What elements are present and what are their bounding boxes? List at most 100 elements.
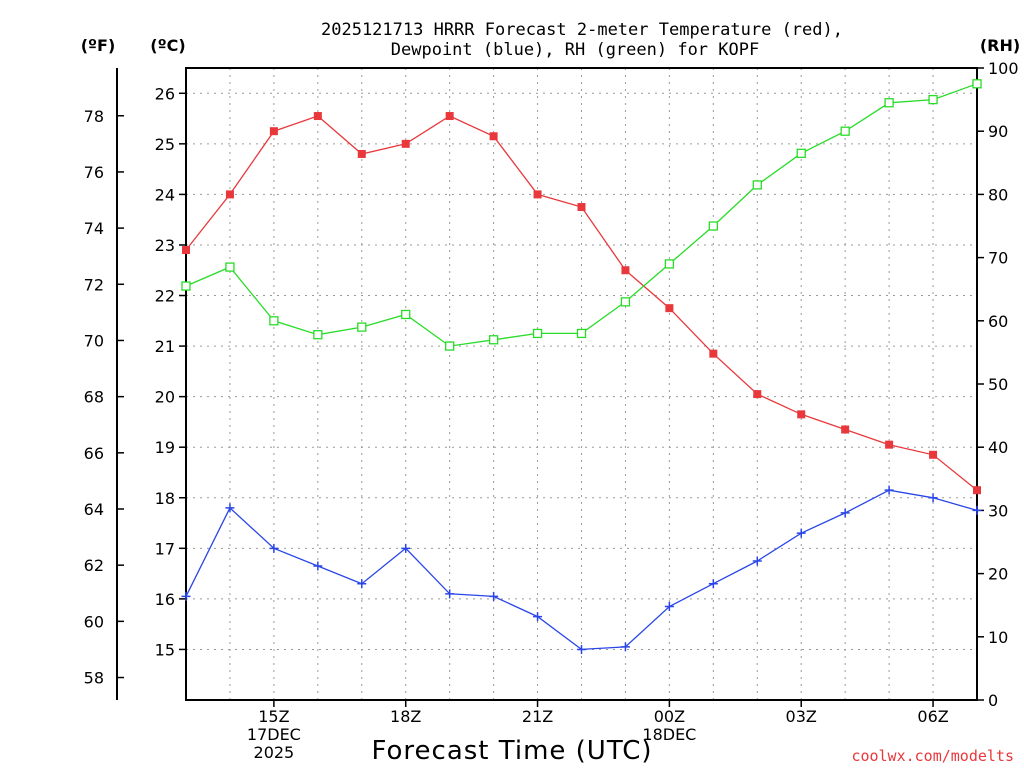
temperature-point bbox=[665, 304, 674, 313]
temperature-point bbox=[841, 425, 850, 434]
dewpoint-point bbox=[664, 601, 674, 611]
dewpoint-point bbox=[840, 508, 850, 518]
fahrenheit-tick-label: 64 bbox=[84, 500, 104, 519]
celsius-tick-label: 20 bbox=[155, 388, 175, 407]
temperature-point bbox=[489, 132, 498, 141]
rh-axis-unit: (RH) bbox=[980, 36, 1020, 55]
temperature-point bbox=[182, 246, 190, 255]
rh-point bbox=[225, 262, 235, 272]
celsius-tick-label: 15 bbox=[155, 640, 175, 659]
x-axis-label: Forecast Time (UTC) bbox=[371, 736, 652, 766]
fahrenheit-tick-label: 76 bbox=[84, 163, 104, 182]
dewpoint-point bbox=[972, 505, 982, 515]
rh-tick-label: 60 bbox=[988, 312, 1008, 331]
celsius-tick-label: 16 bbox=[155, 590, 175, 609]
rh-point bbox=[620, 297, 631, 307]
rh-point bbox=[972, 79, 982, 89]
rh-point bbox=[532, 328, 543, 339]
x-tick-label: 2025 bbox=[254, 743, 295, 762]
temperature-point bbox=[885, 440, 894, 449]
rh-point bbox=[269, 316, 279, 326]
temperature-point bbox=[225, 190, 234, 199]
rh-point bbox=[401, 309, 411, 320]
dewpoint-point bbox=[708, 579, 718, 589]
x-tick-label: 17DEC bbox=[247, 725, 301, 744]
fahrenheit-axis-unit: (ºF) bbox=[81, 36, 116, 55]
x-tick-label: 06Z bbox=[917, 707, 948, 726]
fahrenheit-tick-label: 72 bbox=[84, 275, 104, 294]
dewpoint-point bbox=[401, 543, 411, 553]
dewpoint-point bbox=[181, 591, 191, 601]
temperature-point bbox=[577, 203, 586, 212]
dewpoint-point bbox=[313, 561, 323, 571]
credit-text: coolwx.com/modelts bbox=[851, 747, 1014, 765]
dewpoint-point bbox=[796, 528, 806, 538]
chart-axes: 15 16 17 18 19 20 21 22 23 24 25 26 58 60 62 64 66 68 70 72… bbox=[84, 59, 1019, 762]
celsius-tick-label: 19 bbox=[155, 438, 175, 457]
temperature-point bbox=[357, 149, 366, 158]
rh-point bbox=[576, 328, 587, 339]
fahrenheit-tick-label: 68 bbox=[84, 388, 104, 407]
celsius-tick-label: 22 bbox=[155, 287, 175, 306]
x-tick-label: 00Z bbox=[654, 707, 685, 726]
temperature-point bbox=[753, 390, 762, 399]
rh-point bbox=[664, 259, 675, 269]
dewpoint-point bbox=[445, 589, 455, 599]
dewpoint-point bbox=[533, 612, 543, 622]
temperature-point bbox=[401, 139, 410, 148]
temperature-point bbox=[533, 190, 542, 199]
celsius-tick-label: 24 bbox=[155, 185, 175, 204]
rh-point bbox=[488, 335, 499, 345]
temperature-point bbox=[313, 112, 322, 121]
rh-tick-label: 80 bbox=[988, 185, 1008, 204]
chart-title-line-2: Dewpoint (blue), RH (green) for KOPF bbox=[391, 40, 759, 60]
temperature-point bbox=[797, 410, 806, 419]
rh-point bbox=[840, 126, 850, 136]
celsius-axis-unit: (ºC) bbox=[150, 36, 185, 55]
rh-tick-label: 100 bbox=[988, 59, 1019, 78]
rh-point bbox=[884, 98, 894, 108]
rh-point bbox=[752, 180, 762, 190]
rh-tick-label: 50 bbox=[988, 375, 1008, 394]
rh-point bbox=[181, 281, 191, 291]
rh-tick-label: 20 bbox=[988, 565, 1008, 584]
fahrenheit-tick-label: 58 bbox=[84, 669, 104, 688]
chart-title-line-1: 2025121713 HRRR Forecast 2-meter Tempera… bbox=[321, 20, 843, 40]
x-tick-label: 15Z bbox=[258, 707, 289, 726]
rh-point bbox=[445, 341, 455, 351]
temperature-point bbox=[621, 266, 630, 275]
celsius-tick-label: 21 bbox=[155, 337, 175, 356]
dewpoint-point bbox=[884, 485, 894, 495]
dewpoint-point bbox=[577, 644, 586, 654]
celsius-tick-label: 25 bbox=[155, 135, 175, 154]
temperature-point bbox=[445, 112, 454, 121]
rh-tick-label: 10 bbox=[988, 628, 1008, 647]
x-tick-label: 18DEC bbox=[642, 725, 696, 744]
fahrenheit-tick-label: 78 bbox=[84, 107, 104, 126]
chart-grid bbox=[186, 68, 977, 700]
rh-point bbox=[357, 322, 367, 332]
rh-tick-label: 70 bbox=[988, 249, 1008, 268]
dewpoint-point bbox=[620, 642, 630, 652]
celsius-tick-label: 26 bbox=[155, 84, 175, 103]
rh-tick-label: 0 bbox=[988, 691, 998, 710]
dewpoint-point bbox=[752, 556, 762, 566]
x-tick-label: 03Z bbox=[786, 707, 817, 726]
celsius-tick-label: 23 bbox=[155, 236, 175, 255]
rh-tick-label: 90 bbox=[988, 122, 1008, 141]
rh-point bbox=[708, 221, 718, 231]
celsius-tick-label: 17 bbox=[155, 539, 175, 558]
rh-tick-label: 40 bbox=[988, 438, 1008, 457]
rh-point bbox=[796, 148, 806, 158]
temperature-point bbox=[709, 349, 718, 358]
dewpoint-point bbox=[269, 543, 279, 553]
temperature-point bbox=[929, 450, 938, 459]
temperature-point bbox=[973, 486, 981, 495]
rh-tick-label: 30 bbox=[988, 501, 1008, 520]
fahrenheit-tick-label: 66 bbox=[84, 444, 104, 463]
dewpoint-point bbox=[928, 493, 938, 503]
chart-series bbox=[181, 79, 982, 654]
fahrenheit-tick-label: 74 bbox=[84, 219, 104, 238]
dewpoint-point bbox=[489, 591, 499, 601]
